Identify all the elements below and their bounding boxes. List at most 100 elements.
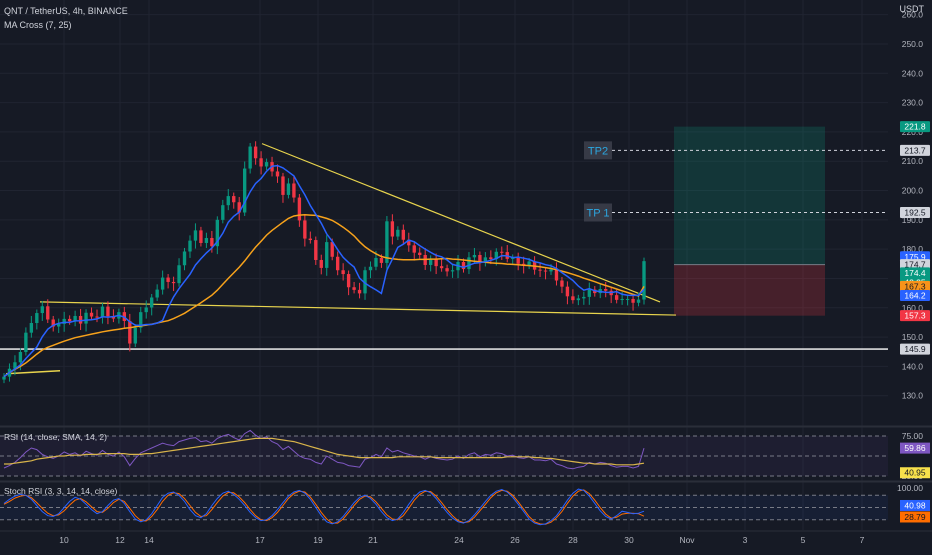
candle-body (587, 289, 591, 297)
candle-body (549, 269, 553, 272)
candle-body (314, 240, 318, 260)
price-tick: 150.0 (902, 332, 924, 342)
candle-body (538, 269, 542, 271)
candle-body (204, 238, 209, 243)
time-tick: 5 (801, 535, 806, 545)
rsi-sma-value: 40.95 (904, 468, 926, 478)
candle-body (428, 258, 433, 265)
price-label-text: 145.9 (904, 344, 926, 354)
time-tick: 30 (624, 535, 634, 545)
tp1-label-bg (584, 203, 612, 222)
time-tick: Nov (679, 535, 695, 545)
rsi-tick: 75.00 (902, 431, 924, 441)
candle-body (292, 183, 296, 198)
candle-body (297, 197, 302, 221)
candle-body (2, 376, 6, 380)
candle-body (57, 323, 61, 327)
price-label-tag (900, 207, 930, 218)
candle-body (24, 332, 28, 353)
stoch-d-tag (900, 511, 930, 523)
price-tick: 160.0 (902, 303, 924, 313)
candle-body (565, 286, 570, 297)
candle-body (177, 265, 181, 284)
stoch-label: Stoch RSI (3, 3, 14, 14, close) (4, 486, 118, 496)
price-label-text: 175.9 (904, 252, 926, 262)
price-label-text: 221.8 (904, 122, 926, 132)
rsi-sma-line (4, 437, 645, 466)
price-label-text: 167.3 (904, 281, 926, 291)
candle-body (253, 146, 258, 159)
candle-body (286, 183, 291, 195)
candle-body (461, 262, 466, 270)
price-label-text: 192.5 (904, 208, 926, 218)
candle-body (100, 306, 105, 318)
ma25-line (3, 214, 645, 378)
price-tick: 240.0 (902, 68, 924, 78)
price-label-tag (900, 280, 930, 292)
candle-body (193, 230, 198, 241)
candle-body (182, 251, 187, 266)
price-tick: 140.0 (902, 361, 924, 371)
time-tick: 12 (115, 535, 125, 545)
candle-body (335, 256, 340, 271)
tp2-label-bg (584, 141, 612, 160)
candle-body (46, 306, 50, 320)
tp2-label: TP2 (588, 145, 608, 157)
time-tick: 19 (313, 535, 323, 545)
stoch-k-tag (900, 499, 930, 511)
candle-body (445, 268, 449, 272)
candle-body (604, 289, 608, 291)
candle-body (357, 289, 362, 294)
price-labels: 221.8213.7192.5175.9174.7174.442:25167.3… (900, 121, 930, 355)
price-tick: 200.0 (902, 186, 924, 196)
candle-body (319, 259, 323, 268)
candle-body (237, 202, 241, 213)
stoch-d-line (3, 489, 645, 525)
candle-body (188, 240, 192, 252)
rsi-label: RSI (14, close, SMA, 14, 2) (4, 432, 107, 442)
price-label-text: 213.7 (904, 145, 926, 155)
candle-body (560, 280, 564, 287)
candle-body (106, 306, 110, 317)
candle-body (325, 242, 329, 268)
candle-body (248, 146, 252, 169)
candle-body (478, 255, 482, 263)
candle-body (571, 296, 575, 301)
price-label-text: 157.3 (904, 311, 926, 321)
candle-body (199, 230, 203, 243)
candle-body (582, 296, 586, 299)
rsi-sma-tag (900, 467, 930, 479)
candle-body (264, 162, 269, 167)
symbol-title: QNT / TetherUS, 4h, BINANCE (4, 6, 128, 16)
candle-body (29, 323, 34, 333)
candle-body (243, 168, 247, 213)
price-tick: 210.0 (902, 156, 924, 166)
candle-body (363, 270, 367, 294)
price-tick: 180.0 (902, 244, 924, 254)
candle-body (62, 318, 66, 324)
rsi-line (3, 429, 645, 470)
candle-body (84, 312, 88, 324)
candle-body (401, 229, 405, 240)
candle-body (576, 298, 581, 301)
price-label-tag (900, 144, 930, 156)
price-label-tag (900, 343, 930, 355)
candle-body (13, 362, 17, 369)
candle-body (352, 287, 356, 290)
price-label-tag (900, 310, 930, 322)
candle-body (89, 312, 94, 317)
candle-body (150, 297, 154, 308)
candle-body (450, 270, 455, 272)
candle-body (614, 295, 619, 300)
candle-body (341, 270, 345, 275)
candle-body (40, 306, 44, 314)
time-tick: 14 (144, 535, 154, 545)
candle-body (500, 251, 504, 253)
candle-body (396, 229, 400, 237)
candle-body (642, 261, 646, 300)
candle-body (303, 220, 307, 239)
candle-body (330, 242, 334, 257)
candle-body (221, 205, 225, 220)
